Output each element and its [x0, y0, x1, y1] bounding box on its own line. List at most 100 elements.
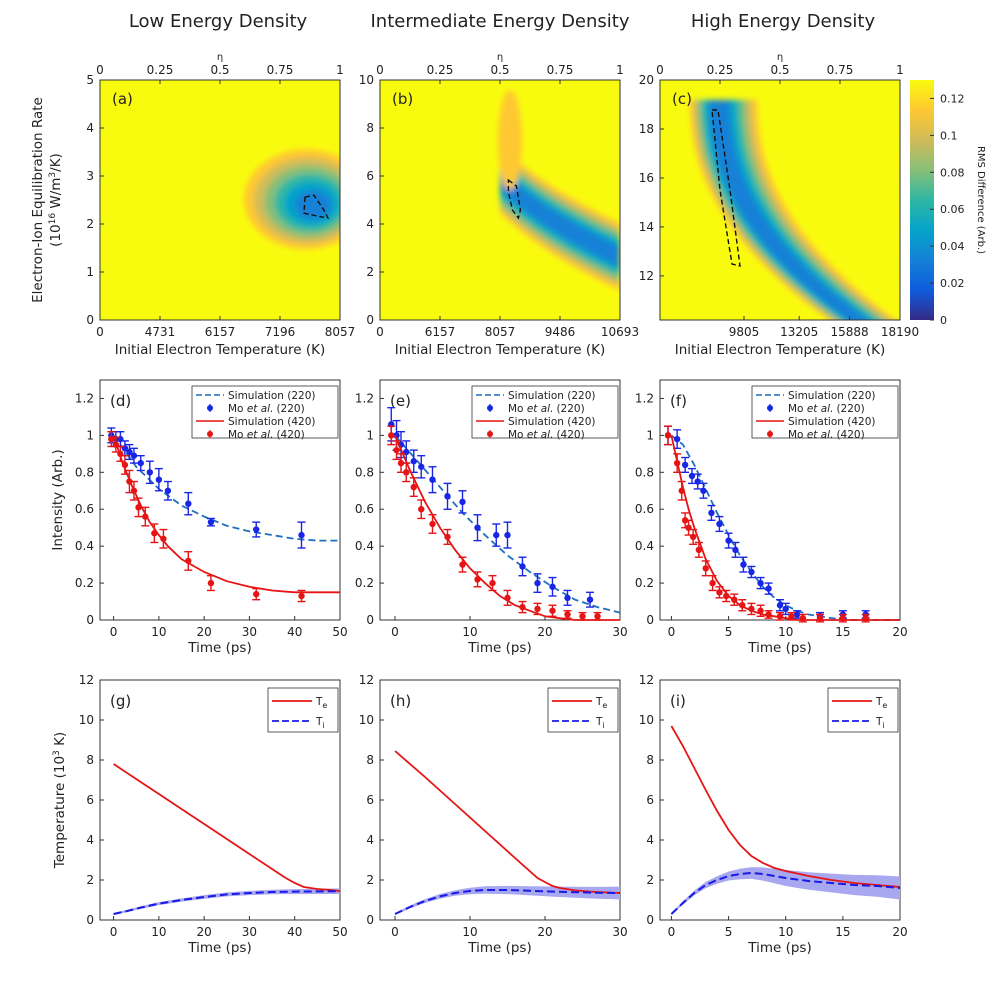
x-tick-label: 30 [242, 625, 257, 639]
top-tick-label: 0.25 [427, 63, 454, 77]
exp-220-point [694, 478, 701, 485]
y-tick-label: 1.2 [75, 391, 94, 405]
top-axis-label: η [217, 52, 223, 63]
x-tick-label: 0 [668, 925, 676, 939]
heatmap-field [244, 149, 340, 250]
column-titles: Low Energy Density Intermediate Energy D… [129, 11, 876, 32]
legend-label: Mo et al. (420) [228, 429, 305, 441]
title-high: High Energy Density [691, 11, 876, 32]
exp-220-point [474, 524, 481, 531]
te-line [113, 763, 341, 892]
exp-220-point [126, 448, 133, 456]
simulation-220-line [670, 434, 900, 621]
exp-420-point [151, 530, 158, 537]
panel-label: (b) [392, 90, 413, 108]
heatmap-panel: 9805 13205 15888 18190 0 0.25 0.5 0.75 1 η 12 14 16 1… [639, 52, 919, 358]
top-tick-label: 1 [336, 63, 344, 77]
ti-line [113, 890, 341, 915]
y-tick-label: 10 [639, 713, 654, 727]
top-tick-label: 0.5 [770, 63, 789, 77]
panel-label: (d) [110, 392, 131, 410]
y-tick-label: 1.2 [635, 391, 654, 405]
y-tick-label: 0 [86, 613, 94, 627]
top-tick-label: 0 [96, 63, 104, 77]
legend-label: Simulation (220) [228, 390, 316, 402]
panel-label: (e) [390, 392, 411, 410]
legend: Te Ti [547, 687, 619, 733]
exp-220-point [765, 585, 772, 592]
panel-label: (h) [390, 692, 411, 710]
exp-220-point [586, 596, 594, 603]
x-axis-label: Time (ps) [187, 640, 251, 656]
y-tick-label: 2 [86, 217, 94, 231]
line-panel: 0 5 10 15 20 0 0.2 0.4 0.6 0.8 1 1.2 Time (ps) (f) Sim… [635, 379, 908, 656]
exp-220-point [207, 518, 215, 526]
y-tick-label: 0.8 [635, 465, 654, 479]
y-tick-label: 0.6 [75, 502, 94, 516]
top-tick-label: 0.75 [547, 63, 574, 77]
exp-420-point [839, 614, 847, 622]
top-axis-label: η [497, 52, 503, 63]
exp-420-point [678, 487, 685, 494]
y-tick-label: 1.2 [355, 391, 374, 405]
top-tick-label: 0.75 [827, 63, 854, 77]
x-tick-label: 0 [376, 325, 384, 339]
exp-420-point [459, 561, 466, 568]
exp-420-point [130, 487, 138, 494]
y-tick-label: 0.2 [355, 576, 374, 590]
exp-420-point [397, 459, 405, 467]
y-tick-label: 0 [646, 613, 654, 627]
exp-220-point [410, 458, 417, 465]
x-tick-label: 20 [197, 925, 212, 939]
y-tick-label: 4 [366, 217, 374, 231]
x-axis-label: Time (ps) [467, 940, 531, 956]
x-axis-label: Time (ps) [747, 640, 811, 656]
colorbar-tick-label: 0.02 [940, 277, 965, 290]
x-tick-label: 20 [892, 925, 907, 939]
colorbar-tick-label: 0.04 [940, 240, 965, 253]
legend-label: Simulation (420) [508, 416, 596, 428]
y-tick-label: 0.2 [635, 576, 654, 590]
exp-420-point [757, 607, 764, 614]
exp-220-point [137, 459, 144, 467]
heatmap-panel: 0 6157 8057 9486 10693 0 0.25 0.5 0.75 1 η 0 2 4 6 8 10 I… [359, 52, 639, 358]
exp-420-point [126, 478, 133, 485]
x-tick-label: 0 [391, 925, 399, 939]
top-tick-label: 0.25 [707, 63, 734, 77]
top-axis-label: η [777, 52, 783, 63]
x-tick-label: 8057 [485, 325, 516, 339]
y-tick-label: 5 [86, 73, 94, 87]
exp-220-point [708, 509, 715, 517]
exp-220-point [185, 500, 192, 507]
exp-420-point [549, 607, 556, 614]
exp-420-point [689, 533, 697, 541]
x-tick-label: 15 [835, 625, 850, 639]
x-tick-label: 6157 [205, 325, 236, 339]
y-tick-label: 12 [359, 673, 374, 687]
exp-420-point [776, 613, 784, 620]
legend-marker [487, 405, 493, 411]
x-axis-label: Time (ps) [467, 640, 531, 656]
y-tick-label: 0 [86, 913, 94, 927]
y-tick-label: 2 [646, 873, 654, 887]
ti-uncertainty-band [671, 867, 900, 915]
line-panel: 0 10 20 30 0 0.2 0.4 0.6 0.8 1 1.2 Time (ps) (e) Simu… [355, 379, 628, 656]
exp-220-point [782, 605, 789, 613]
x-tick-label: 50 [332, 625, 347, 639]
x-tick-label: 5 [725, 625, 733, 639]
legend-label: Simulation (420) [228, 416, 316, 428]
y-tick-label: 2 [366, 873, 374, 887]
legend-marker [767, 405, 773, 411]
legend-label: Simulation (220) [508, 390, 596, 402]
top-tick-label: 0 [376, 63, 384, 77]
y-tick-label: 10 [359, 713, 374, 727]
exp-420-point [185, 557, 192, 565]
exp-220-point [444, 493, 451, 500]
x-tick-label: 9486 [545, 325, 576, 339]
x-tick-label: 0 [110, 625, 118, 639]
y-axis-label: Electron-Ion Equilibration Rate [30, 97, 46, 303]
x-tick-label: 10 [151, 925, 166, 939]
exp-420-point [716, 589, 723, 596]
line-panel: 0 10 20 30 40 50 0 2 4 6 8 10 12 Time (ps) (g) Temperat… [52, 673, 348, 956]
legend: Simulation (220)Mo et al. (220)Simulation… [191, 385, 339, 441]
